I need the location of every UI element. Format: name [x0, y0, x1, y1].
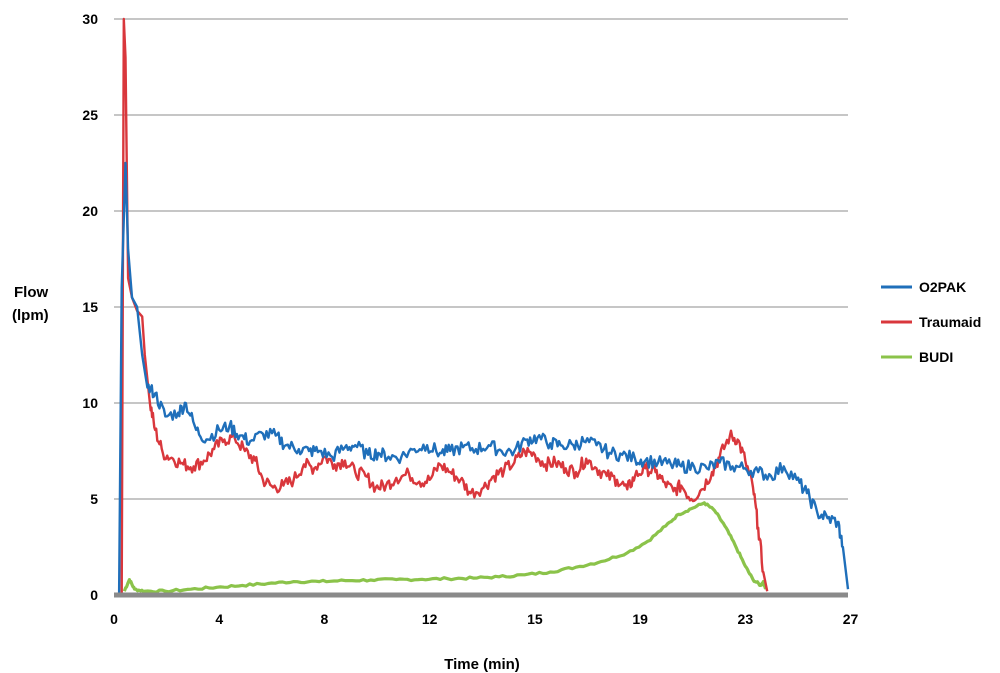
series-line-budi: [122, 501, 768, 594]
legend: O2PAK Traumaid BUDI: [881, 279, 981, 365]
y-tick-labels: 0 5 10 15 20 25 30: [82, 11, 98, 603]
x-tick-label-4: 4: [215, 611, 223, 627]
series-lines: [117, 17, 850, 596]
legend-label-budi: BUDI: [919, 349, 953, 365]
y-axis-title-line-1: Flow: [14, 284, 48, 301]
y-tick-label-15: 15: [82, 299, 98, 315]
x-tick-label-27: 27: [843, 611, 859, 627]
x-tick-label-12: 12: [422, 611, 438, 627]
y-tick-label-20: 20: [82, 203, 98, 219]
x-tick-label-8: 8: [321, 611, 329, 627]
x-axis-title: Time (min): [444, 656, 520, 673]
y-tick-label-5: 5: [90, 491, 98, 507]
x-tick-labels: 0 4 8 12 15 19 23 27: [110, 611, 858, 627]
y-tick-label-0: 0: [90, 587, 98, 603]
x-tick-label-19: 19: [632, 611, 648, 627]
x-tick-label-15: 15: [527, 611, 543, 627]
y-axis-title-line-2: (lpm): [12, 307, 49, 324]
legend-label-o2pak: O2PAK: [919, 279, 966, 295]
x-tick-label-0: 0: [110, 611, 118, 627]
series-line-traumaid: [120, 17, 769, 596]
y-tick-label-30: 30: [82, 11, 98, 27]
y-tick-label-25: 25: [82, 107, 98, 123]
legend-label-traumaid: Traumaid: [919, 314, 981, 330]
series-line-o2pak: [117, 161, 850, 596]
y-tick-label-10: 10: [82, 395, 98, 411]
grid-lines: [114, 18, 848, 500]
x-tick-label-23: 23: [738, 611, 754, 627]
